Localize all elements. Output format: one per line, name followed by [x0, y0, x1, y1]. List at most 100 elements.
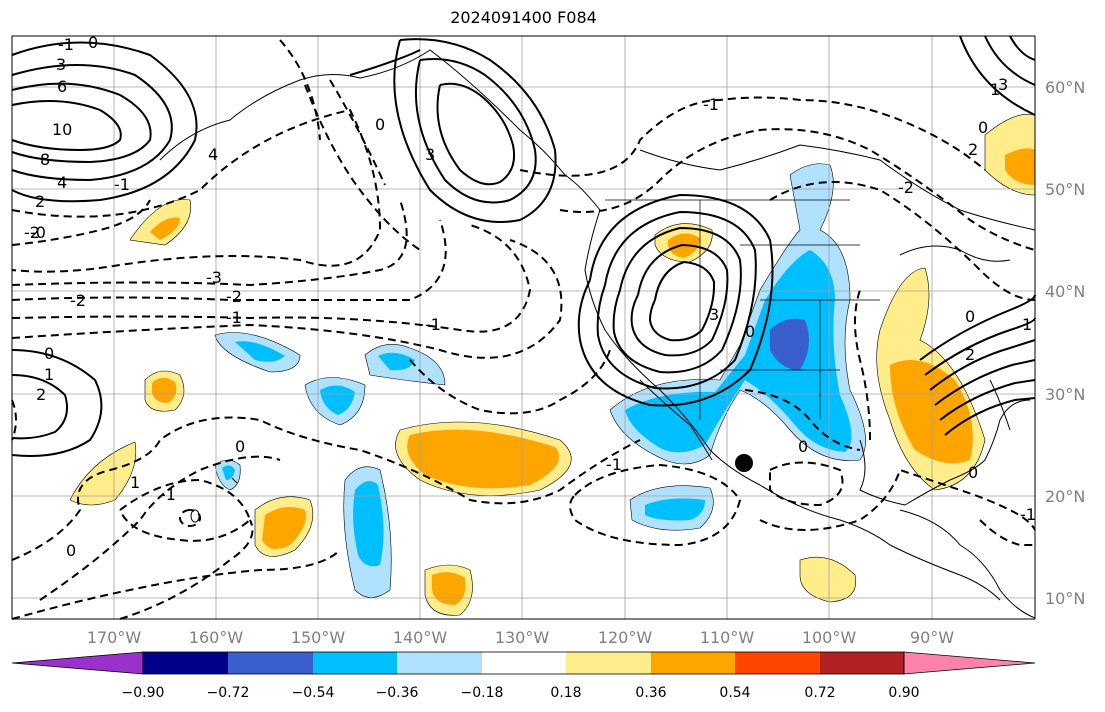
- colorbar-tick-label: 0.72: [804, 685, 835, 701]
- colorbar-max-extension: [903, 651, 1036, 675]
- location-marker: [735, 454, 753, 472]
- contour-label: 1: [130, 473, 140, 492]
- longitude-label: 110°W: [700, 628, 755, 647]
- contour-line: [959, 35, 1036, 116]
- longitude-label: 90°W: [910, 628, 954, 647]
- latitude-label: 40°N: [1045, 282, 1085, 301]
- north-america-west-coastline: [584, 209, 1001, 601]
- contour-label: -3: [206, 268, 222, 287]
- baja-california-coastline: [639, 379, 713, 461]
- contour-label: 0: [965, 307, 975, 326]
- warm-anomaly-area: [69, 441, 137, 506]
- contour-line: [924, 317, 1036, 376]
- contour-label: 0: [88, 33, 98, 52]
- contour-label: 2: [968, 140, 978, 159]
- contour-label: -2: [24, 223, 40, 242]
- contour-line: [11, 199, 408, 287]
- warm-anomaly-core: [152, 377, 177, 403]
- colorbar-tick-label: −0.54: [292, 685, 335, 701]
- contour-line: [984, 35, 1036, 86]
- cool-anomaly-core: [625, 250, 852, 453]
- colorbar: −0.90 −0.72 −0.54 −0.36 −0.18 0.18 0.36 …: [11, 651, 1036, 701]
- contour-line: [329, 79, 386, 186]
- cool-anomaly-core: [235, 341, 285, 362]
- florida-coastline: [989, 379, 1011, 431]
- contour-line: [929, 339, 1036, 391]
- warm-anomaly-core: [1005, 148, 1035, 185]
- contour-line: [11, 100, 122, 152]
- contour-line: [519, 96, 986, 177]
- contour-line: [11, 399, 17, 441]
- solid-contours: [11, 35, 1036, 457]
- central-america-coastline: [899, 509, 1036, 619]
- colorbar-segment: [651, 652, 735, 674]
- warm-anomaly-core: [432, 572, 466, 605]
- longitude-label: 170°W: [87, 628, 142, 647]
- cool-anomaly-core: [222, 465, 235, 480]
- colorbar-segment: [735, 652, 820, 674]
- latitude-label: 20°N: [1045, 487, 1085, 506]
- contour-label: 8: [40, 150, 50, 169]
- contour-label: 1: [1022, 315, 1032, 334]
- colorbar-segment: [566, 652, 651, 674]
- map-frame: [11, 35, 1036, 620]
- contour-line: [11, 82, 152, 164]
- contour-label: 2: [965, 345, 975, 364]
- latitude-label: 30°N: [1045, 385, 1085, 404]
- longitude-label: 140°W: [393, 628, 448, 647]
- colorbar-segment: [482, 652, 566, 674]
- contour-label: 0: [968, 463, 978, 482]
- warm-anomaly-core: [262, 506, 306, 549]
- contour-line: [279, 39, 321, 141]
- contour-label: 0: [978, 118, 988, 137]
- warm-anomaly-core: [150, 217, 180, 240]
- contour-label: -1: [606, 455, 622, 474]
- contour-line: [11, 374, 68, 440]
- colorbar-min-extension: [11, 651, 144, 675]
- contour-line: [559, 128, 1036, 251]
- contour-line: [630, 243, 729, 357]
- gulf-of-mexico-coastline: [859, 399, 1031, 506]
- contour-line: [979, 519, 1035, 546]
- contour-line: [934, 359, 1036, 406]
- warm-anomaly-area: [799, 556, 857, 603]
- hawaii-islands: [190, 477, 238, 523]
- contour-line: [569, 463, 742, 547]
- contour-label: -1: [1020, 505, 1036, 524]
- colorbar-tick-label: 0.18: [550, 685, 581, 701]
- contour-label: 0: [235, 437, 245, 456]
- colorbar-tick-label: −0.18: [461, 685, 504, 701]
- contour-line: [854, 289, 871, 441]
- longitude-axis: 170°W 160°W 150°W 140°W 130°W 120°W 110°…: [87, 628, 954, 647]
- contour-label: -1: [226, 308, 242, 327]
- longitude-label: 130°W: [495, 628, 550, 647]
- contour-line: [648, 260, 716, 342]
- contour-label: 4: [208, 145, 218, 164]
- contour-label: 3: [998, 75, 1008, 94]
- contour-label: 3: [709, 305, 719, 324]
- longitude-label: 150°W: [291, 628, 346, 647]
- contour-label: 0: [375, 115, 385, 134]
- contour-label: 0: [798, 437, 808, 456]
- colorbar-tick-label: −0.72: [207, 685, 250, 701]
- colorbar-segment: [820, 652, 904, 674]
- longitude-label: 120°W: [598, 628, 653, 647]
- colorbar-tick-label: −0.36: [376, 685, 419, 701]
- anomaly-shading: [69, 113, 1036, 616]
- contour-label: 6: [57, 77, 67, 96]
- longitude-label: 100°W: [802, 628, 857, 647]
- contour-line: [11, 41, 198, 203]
- contour-line: [769, 461, 844, 507]
- contour-line: [11, 199, 151, 246]
- contour-line: [119, 519, 254, 620]
- contour-line: [11, 219, 447, 302]
- contour-label: 10: [52, 120, 72, 139]
- colorbar-outline: [142, 651, 905, 675]
- contour-line: [11, 349, 103, 457]
- contour-line: [179, 509, 202, 527]
- longitude-label: 160°W: [189, 628, 244, 647]
- cool-anomaly-core: [378, 352, 415, 371]
- contour-line: [759, 468, 1036, 531]
- chart-title: 2024091400 F084: [450, 8, 597, 27]
